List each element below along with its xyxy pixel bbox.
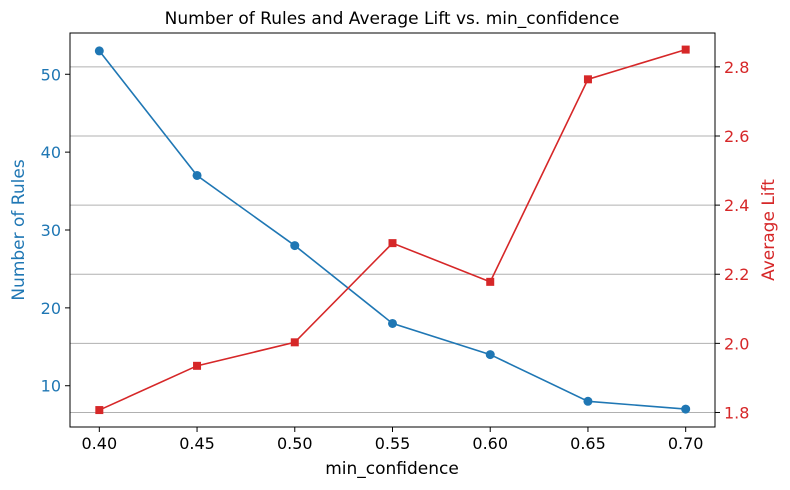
lift-point <box>193 361 202 370</box>
rules-point <box>192 170 202 180</box>
right-y-tick-label: 2.6 <box>724 127 749 146</box>
rules-point <box>94 46 104 56</box>
left-y-tick-label: 50 <box>41 65 61 84</box>
x-axis-ticks: 0.40 0.45 0.50 0.55 0.60 0.65 0.70 <box>82 427 704 453</box>
rules-point <box>583 396 593 406</box>
right-y-tick-label: 2.8 <box>724 58 749 77</box>
left-y-tick-label: 20 <box>41 299 61 318</box>
lift-point <box>95 406 104 415</box>
right-y-tick-label: 1.8 <box>724 403 749 422</box>
right-y-axis-ticks: 1.8 2.0 2.2 2.4 2.6 2.8 <box>715 58 749 422</box>
chart-title: Number of Rules and Average Lift vs. min… <box>165 9 620 29</box>
lift-point <box>290 338 299 347</box>
x-tick-label: 0.65 <box>570 434 606 453</box>
x-tick-label: 0.50 <box>277 434 313 453</box>
rules-series-line <box>98 50 686 410</box>
left-y-axis-ticks: 10 20 30 40 50 <box>41 65 70 396</box>
right-y-tick-label: 2.4 <box>724 196 749 215</box>
right-y-axis-label: Average Lift <box>759 179 779 281</box>
rules-point <box>681 404 691 414</box>
plot-frame <box>69 32 716 428</box>
right-y-tick-label: 2.2 <box>724 265 749 284</box>
rules-point <box>388 318 397 328</box>
left-y-tick-label: 10 <box>41 377 61 396</box>
x-axis-label: min_confidence <box>325 459 459 479</box>
x-tick-label: 0.55 <box>375 434 411 453</box>
lift-point <box>681 45 690 54</box>
lift-point <box>486 277 495 286</box>
lift-point <box>388 239 397 248</box>
left-y-tick-label: 40 <box>41 143 61 162</box>
series-layer <box>94 45 691 415</box>
right-y-tick-label: 2.0 <box>724 334 749 353</box>
lift-series-line <box>98 48 686 411</box>
x-tick-label: 0.60 <box>472 434 508 453</box>
left-y-tick-label: 30 <box>41 221 61 240</box>
x-tick-label: 0.70 <box>668 434 704 453</box>
grid-lines <box>70 66 715 413</box>
left-y-axis-label: Number of Rules <box>9 159 29 300</box>
rules-point <box>290 241 300 251</box>
x-tick-label: 0.40 <box>82 434 118 453</box>
x-tick-label: 0.45 <box>179 434 215 453</box>
rules-point <box>485 350 495 360</box>
lift-point <box>583 75 592 84</box>
